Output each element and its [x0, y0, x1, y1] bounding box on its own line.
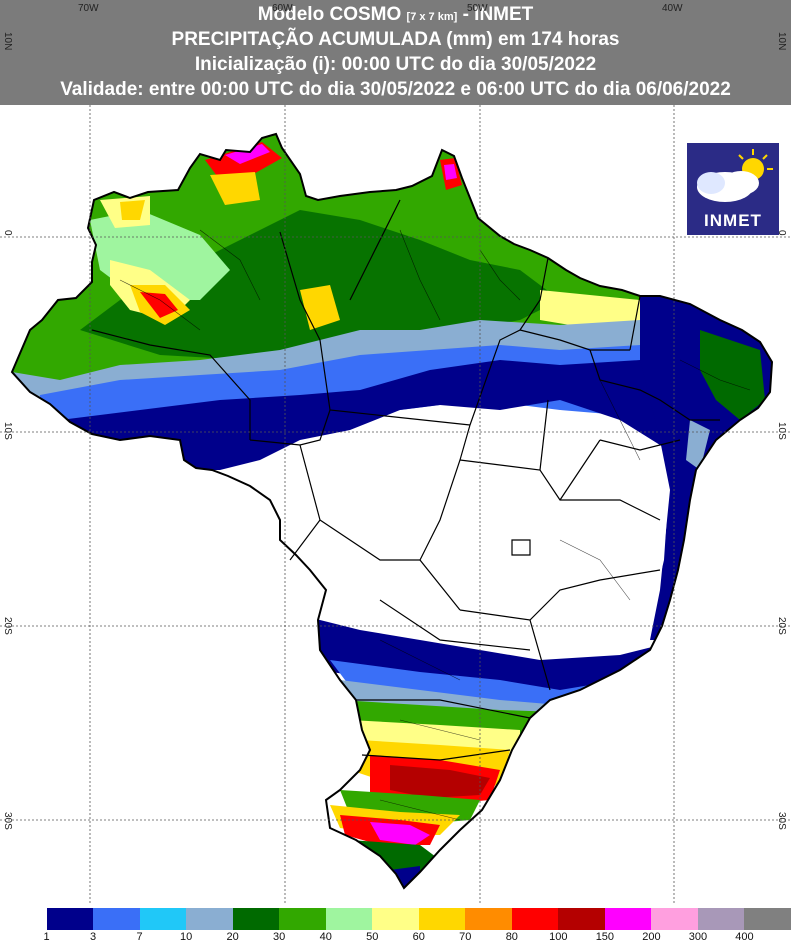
lon-label-60w: 60W [272, 3, 293, 14]
legend-label: 100 [549, 931, 568, 943]
legend-label: 20 [226, 931, 239, 943]
title-prefix: Modelo COSMO [257, 4, 402, 25]
legend-label: 3 [89, 931, 97, 943]
legend-swatch [93, 908, 141, 930]
lat-label-10n-right: 10N [776, 32, 787, 51]
lon-label-40w: 40W [662, 3, 683, 14]
northeast-yellow-patch [540, 290, 660, 330]
roraima-yellow-patch [210, 172, 260, 205]
lat-label-20s-left: 20S [2, 617, 13, 635]
legend-swatch [279, 908, 327, 930]
legend-label: 1 [43, 931, 50, 943]
east-coast-gray [686, 420, 710, 470]
lat-label-0-left: 0 [2, 230, 13, 236]
brazil-border [10, 132, 774, 890]
south-magenta-band [370, 822, 430, 845]
northwest-orange-patch [120, 200, 145, 220]
legend-label: 60 [412, 931, 425, 943]
lat-label-0-right: 0 [776, 230, 787, 236]
north-navy-band [60, 340, 772, 470]
legend-label: 150 [595, 931, 615, 943]
map-header: Modelo COSMO [7 x 7 km] - INMET PRECIPIT… [0, 0, 791, 105]
north-dark-green-field [80, 210, 560, 360]
inmet-logo: INMET [687, 143, 779, 235]
legend-label: 400 [735, 931, 754, 943]
legend-swatch [465, 908, 513, 930]
logo-text: INMET [704, 211, 762, 230]
legend-swatch [744, 908, 791, 930]
legend-label: 300 [688, 931, 708, 943]
legend-swatch [46, 908, 94, 930]
north-red-patch [140, 292, 178, 318]
legend-swatch [325, 908, 373, 930]
legend-label: 40 [319, 931, 332, 943]
legend-label: 200 [642, 931, 661, 943]
title-line: Modelo COSMO [7 x 7 km] - INMET [0, 4, 791, 28]
roraima-magenta-patch [225, 144, 270, 164]
lon-label-70w: 70W [78, 3, 99, 14]
lat-label-10s-right: 10S [776, 422, 787, 440]
precipitation-map [0, 105, 791, 905]
legend-swatch [697, 908, 745, 930]
legend-label: 80 [505, 931, 518, 943]
legend-swatch [139, 908, 187, 930]
lat-label-30s-right: 30S [776, 812, 787, 830]
lat-label-10n-left: 10N [2, 32, 13, 51]
legend-swatch [418, 908, 466, 930]
color-legend: 1 3 7 10 20 30 40 50 60 70 80 100 150 200 300 400 [0, 908, 791, 946]
legend-swatch [604, 908, 652, 930]
cloud-sun-icon [697, 149, 773, 202]
state-borders [91, 199, 720, 761]
lat-label-10s-left: 10S [2, 422, 13, 440]
graticule [0, 105, 791, 905]
title-suffix: - INMET [462, 4, 534, 25]
legend-label: 50 [366, 931, 379, 943]
precipitation-fields [12, 134, 772, 888]
validity-line: Validade: entre 00:00 UTC do dia 30/05/2… [60, 79, 731, 100]
initialization-line: Inicialização (i): 00:00 UTC do dia 30/0… [194, 54, 597, 75]
east-coast-green [700, 330, 765, 420]
title-resolution: [7 x 7 km] [406, 11, 458, 23]
legend-label: 70 [459, 931, 472, 943]
legend-swatch [511, 908, 559, 930]
amapa-magenta-patch [444, 164, 457, 180]
subtitle-line: PRECIPITAÇÃO ACUMULADA (mm) em 174 horas [171, 29, 620, 50]
legend-swatch [651, 908, 699, 930]
legend-swatch [558, 908, 606, 930]
internal-divisions [119, 229, 751, 821]
legend-swatch [232, 908, 280, 930]
lon-label-50w: 50W [467, 3, 488, 14]
legend-swatch [372, 908, 420, 930]
legend-label: 7 [136, 931, 143, 943]
legend-label: 30 [273, 931, 286, 943]
south-darkred-band [390, 765, 490, 798]
lat-label-30s-left: 30S [2, 812, 13, 830]
legend-swatch [186, 908, 234, 930]
legend-swatch [0, 908, 48, 930]
legend-label: 10 [179, 931, 193, 943]
